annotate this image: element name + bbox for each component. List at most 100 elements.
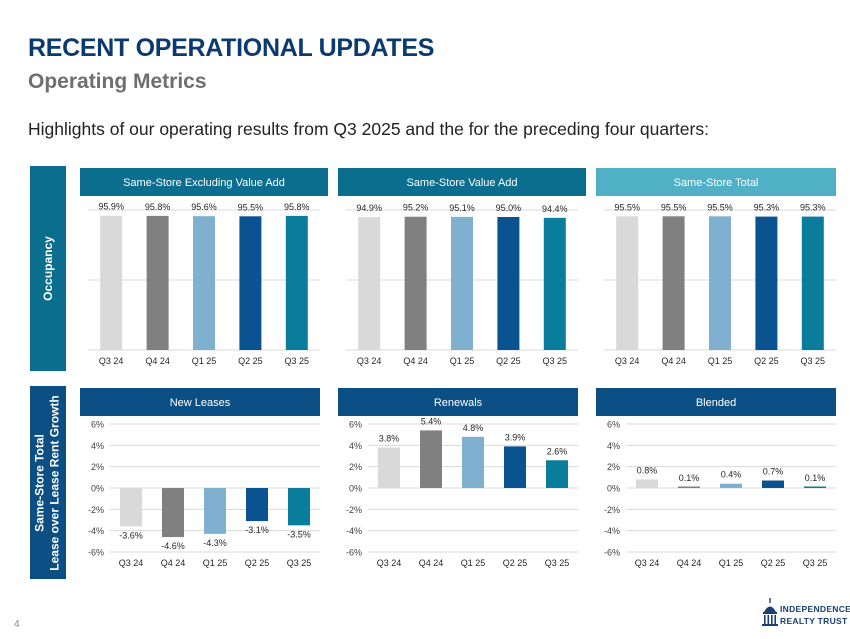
y-tick-label: -6%: [604, 548, 620, 558]
lease-label-line1: Same-Store Total: [33, 433, 47, 532]
data-label: 95.9%: [98, 202, 124, 212]
data-label: 94.9%: [356, 203, 382, 213]
data-label: -4.3%: [203, 538, 227, 548]
data-label: 95.1%: [449, 203, 475, 213]
data-label: 0.1%: [805, 473, 826, 483]
chart-header-banner: [596, 388, 836, 416]
bar: [100, 215, 123, 350]
x-tick-label: Q3 24: [615, 356, 640, 366]
data-label: 95.5%: [238, 202, 264, 212]
x-tick-label: Q3 24: [119, 558, 144, 568]
chart-header-banner: [80, 388, 320, 416]
y-tick-label: 6%: [607, 420, 620, 430]
chart-title: Renewals: [434, 397, 483, 409]
bar: [404, 216, 427, 350]
x-tick-label: Q3 24: [635, 558, 660, 568]
y-tick-label: 4%: [349, 441, 362, 451]
bar: [636, 479, 658, 488]
capitol-dome-icon: [762, 598, 778, 626]
x-tick-label: Q3 25: [543, 356, 568, 366]
data-label: 95.5%: [661, 202, 687, 212]
data-label: 95.5%: [614, 202, 640, 212]
x-tick-label: Q1 25: [708, 356, 733, 366]
chart-header-banner: [338, 168, 586, 196]
x-tick-label: Q2 25: [503, 558, 528, 568]
data-label: 95.8%: [145, 202, 171, 212]
y-tick-label: -2%: [604, 505, 620, 515]
bar: [193, 216, 215, 350]
bar: [762, 480, 784, 488]
chart-header-banner: [80, 168, 328, 196]
data-label: 95.2%: [403, 203, 429, 213]
chart-svg: Same-Store Value Add 94.9% Q3 24 95.2% Q4 24…: [338, 168, 586, 366]
data-label: 5.4%: [421, 416, 442, 426]
x-tick-label: Q3 25: [285, 356, 310, 366]
chart-svg: Renewals 6% 4% 2% 0% -2% -4% -6% 3.8% Q3 24 5.4% Q4…: [338, 388, 578, 568]
bar: [504, 446, 526, 488]
bar: [246, 488, 268, 522]
data-label: 4.8%: [463, 423, 484, 433]
bar: [678, 486, 700, 488]
data-label: -3.5%: [287, 529, 311, 539]
chart-header-banner: [596, 168, 836, 196]
chart-svg: Blended 6% 4% 2% 0% -2% -4% -6% 0.8% Q3 24 0.1% Q4 …: [596, 388, 836, 568]
chart-title: Blended: [696, 397, 736, 409]
data-label: 94.4%: [542, 204, 568, 214]
page-number: 4: [14, 619, 20, 630]
logo-line1: INDEPENDENCE: [780, 604, 850, 614]
page-title: RECENT OPERATIONAL UPDATES: [28, 34, 435, 62]
y-tick-label: -6%: [346, 548, 362, 558]
bar: [451, 216, 473, 350]
data-label: 3.8%: [379, 433, 400, 443]
chart-ss-total: Same-Store Total 95.5% Q3 24 95.5% Q4 24 95.5…: [596, 168, 846, 368]
x-tick-label: Q2 25: [761, 558, 786, 568]
x-tick-label: Q2 25: [496, 356, 521, 366]
bar: [285, 215, 308, 350]
occupancy-side-label: Occupancy: [30, 166, 66, 371]
data-label: 0.7%: [763, 467, 784, 477]
y-tick-label: -2%: [88, 505, 104, 515]
logo-line2: REALTY TRUST: [780, 616, 848, 626]
data-label: 2.6%: [547, 446, 568, 456]
chart-svg: Same-Store Excluding Value Add 95.9% Q3 24…: [80, 168, 328, 366]
x-tick-label: Q4 24: [161, 558, 186, 568]
data-label: -4.6%: [161, 541, 185, 551]
data-label: 95.5%: [707, 202, 733, 212]
x-tick-label: Q3 25: [803, 558, 828, 568]
bar: [801, 216, 824, 350]
x-tick-label: Q3 25: [801, 356, 826, 366]
x-tick-label: Q1 25: [192, 356, 217, 366]
x-tick-label: Q1 25: [203, 558, 228, 568]
data-label: 95.6%: [191, 202, 217, 212]
chart-blended: Blended 6% 4% 2% 0% -2% -4% -6% 0.8% Q3 24 0.1% Q4 …: [596, 388, 846, 588]
bar: [239, 216, 262, 350]
chart-title: New Leases: [170, 397, 231, 409]
x-tick-label: Q4 24: [419, 558, 444, 568]
x-tick-label: Q2 25: [754, 356, 779, 366]
chart-ss-excluding-value-add: Same-Store Excluding Value Add 95.9% Q3 24…: [80, 168, 330, 368]
y-tick-label: -4%: [346, 526, 362, 536]
x-tick-label: Q3 25: [287, 558, 312, 568]
bar: [146, 215, 169, 350]
chart-title: Same-Store Total: [674, 177, 759, 189]
chart-ss-value-add: Same-Store Value Add 94.9% Q3 24 95.2% Q4 24…: [338, 168, 588, 368]
data-label: 95.0%: [496, 203, 522, 213]
bar: [662, 216, 685, 350]
y-tick-label: 4%: [607, 441, 620, 451]
x-tick-label: Q4 24: [403, 356, 428, 366]
x-tick-label: Q4 24: [145, 356, 170, 366]
y-tick-label: 0%: [607, 484, 620, 494]
data-label: 95.3%: [800, 203, 826, 213]
y-tick-label: -4%: [604, 526, 620, 536]
bar: [358, 217, 381, 350]
bar: [616, 216, 639, 350]
y-tick-label: -2%: [346, 505, 362, 515]
x-tick-label: Q3 24: [99, 356, 124, 366]
lease-growth-side-label: Same-Store Total Lease over Lease Rent G…: [30, 386, 66, 579]
x-tick-label: Q1 25: [719, 558, 744, 568]
chart-svg: New Leases 6% 4% 2% 0% -2% -4% -6% -3.6% Q3 24 -4.…: [80, 388, 320, 568]
bar: [378, 447, 400, 488]
chart-title: Same-Store Excluding Value Add: [123, 177, 285, 189]
x-tick-label: Q4 24: [661, 356, 686, 366]
y-tick-label: 0%: [349, 484, 362, 494]
